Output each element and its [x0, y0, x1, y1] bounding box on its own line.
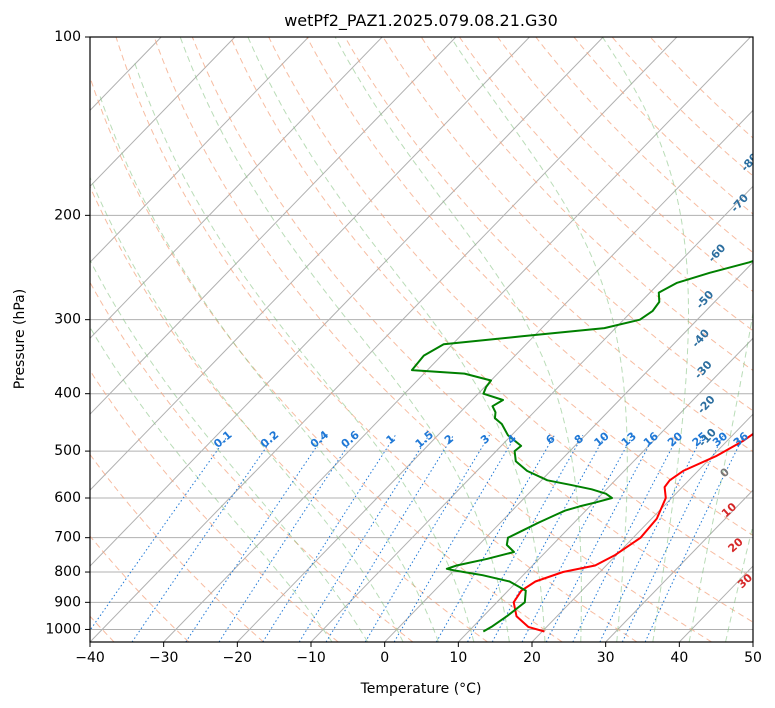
dry-adiabat [90, 453, 264, 642]
isotherm-line [236, 109, 753, 642]
y-tick-label: 700 [54, 530, 81, 546]
y-tick-label: 800 [54, 564, 81, 580]
y-tick-label: 400 [54, 386, 81, 402]
mixing-ratio-line [325, 434, 454, 642]
y-tick-label: 100 [54, 29, 81, 45]
mixing-ratio-line [545, 434, 655, 642]
moist-adiabat [179, 37, 510, 642]
isotherm-line [457, 337, 753, 642]
mixing-ratio-line [262, 434, 396, 642]
isotherm-line [310, 185, 753, 642]
y-tick-label: 500 [54, 443, 81, 459]
isotherm-line [90, 37, 678, 642]
moist-adiabat [90, 176, 404, 642]
isotherm-line [163, 37, 751, 642]
x-tick-label: −40 [75, 650, 105, 666]
moist-adiabat [90, 259, 369, 642]
dry-adiabat [90, 369, 339, 642]
x-tick-label: 0 [380, 650, 389, 666]
y-tick-label: 300 [54, 312, 81, 328]
isotherm-line [90, 37, 383, 339]
x-tick-label: 50 [744, 650, 762, 666]
isotherm-line [531, 413, 753, 642]
sounding-series [410, 184, 753, 633]
y-tick-label: 900 [54, 594, 81, 610]
x-tick-label: −20 [223, 650, 253, 666]
mixing-ratio-line [131, 434, 276, 642]
mixing-ratio-line [467, 434, 584, 642]
y-axis-label: Pressure (hPa) [12, 289, 28, 389]
x-tick-label: 10 [449, 650, 467, 666]
dry-adiabat [115, 37, 638, 642]
moist-adiabat [450, 37, 628, 642]
plot-frame [89, 36, 754, 643]
y-tick-label: 200 [54, 207, 81, 223]
mixing-ratio-line [435, 434, 555, 642]
temperature-profile [512, 432, 753, 633]
x-tick-label: −30 [149, 650, 179, 666]
mixing-ratio-line [621, 434, 724, 642]
y-tick-label: 1000 [45, 621, 81, 637]
dewpoint-profile [410, 184, 753, 633]
mixing-ratio-line [393, 434, 517, 642]
dry-adiabat [191, 37, 753, 623]
background-lines [90, 37, 753, 642]
axis-ticks: −40 −30 −20 −10 0 10 20 30 40 50 100 200 300 400 500 60… [45, 29, 762, 666]
x-tick-label: 20 [523, 650, 541, 666]
dry-adiabat [90, 281, 414, 642]
isotherm-label: 40 [748, 599, 768, 619]
x-axis-label: Temperature (°C) [360, 681, 482, 697]
moist-adiabat [90, 326, 333, 642]
isotherm-line [605, 489, 753, 642]
mixing-ratio-line [599, 434, 704, 642]
moist-adiabat [247, 37, 546, 642]
isotherm-line [90, 37, 530, 491]
isotherm-line [90, 37, 604, 567]
mixing-ratio-line [298, 434, 430, 642]
dry-adiabat [90, 185, 488, 642]
moist-adiabat [688, 309, 753, 642]
x-tick-label: 40 [670, 650, 688, 666]
plot-area: 0.10.20.40.611.52346810131620253036-100-… [90, 37, 768, 642]
isotherm-line [90, 37, 236, 188]
isotherm-line [90, 37, 457, 415]
moist-adiabat [98, 94, 439, 642]
isotherm-line [384, 261, 753, 642]
mixing-ratio-line [572, 434, 680, 642]
x-tick-label: 30 [597, 650, 615, 666]
dry-adiabat [497, 37, 753, 293]
chart-title: wetPf2_PAZ1.2025.079.08.21.G30 [284, 11, 558, 31]
x-tick-label: −10 [296, 650, 326, 666]
mixing-ratio-line [364, 434, 490, 642]
dry-adiabat [90, 75, 563, 642]
y-tick-label: 600 [54, 490, 81, 506]
moist-adiabat [725, 523, 753, 642]
moist-adiabat [602, 37, 689, 642]
isotherm-line [90, 37, 309, 263]
moist-adiabat [133, 61, 475, 642]
